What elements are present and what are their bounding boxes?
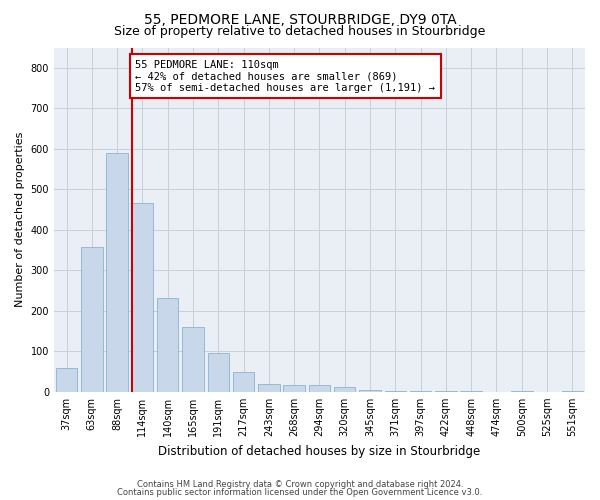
Bar: [410, 390, 431, 392]
Bar: [258, 384, 280, 392]
Bar: [309, 385, 330, 392]
Bar: [106, 153, 128, 392]
Bar: [208, 354, 229, 392]
X-axis label: Distribution of detached houses by size in Stourbridge: Distribution of detached houses by size …: [158, 444, 481, 458]
Bar: [81, 247, 103, 392]
Text: Size of property relative to detached houses in Stourbridge: Size of property relative to detached ho…: [115, 25, 485, 38]
Text: Contains HM Land Registry data © Crown copyright and database right 2024.: Contains HM Land Registry data © Crown c…: [137, 480, 463, 489]
Text: Contains public sector information licensed under the Open Government Licence v3: Contains public sector information licen…: [118, 488, 482, 497]
Bar: [233, 372, 254, 392]
Bar: [182, 327, 204, 392]
Bar: [131, 204, 153, 392]
Bar: [385, 390, 406, 392]
Text: 55 PEDMORE LANE: 110sqm
← 42% of detached houses are smaller (869)
57% of semi-d: 55 PEDMORE LANE: 110sqm ← 42% of detache…: [136, 60, 436, 93]
Bar: [56, 368, 77, 392]
Bar: [283, 385, 305, 392]
Bar: [359, 390, 381, 392]
Y-axis label: Number of detached properties: Number of detached properties: [15, 132, 25, 308]
Bar: [334, 387, 355, 392]
Bar: [157, 298, 178, 392]
Text: 55, PEDMORE LANE, STOURBRIDGE, DY9 0TA: 55, PEDMORE LANE, STOURBRIDGE, DY9 0TA: [143, 12, 457, 26]
